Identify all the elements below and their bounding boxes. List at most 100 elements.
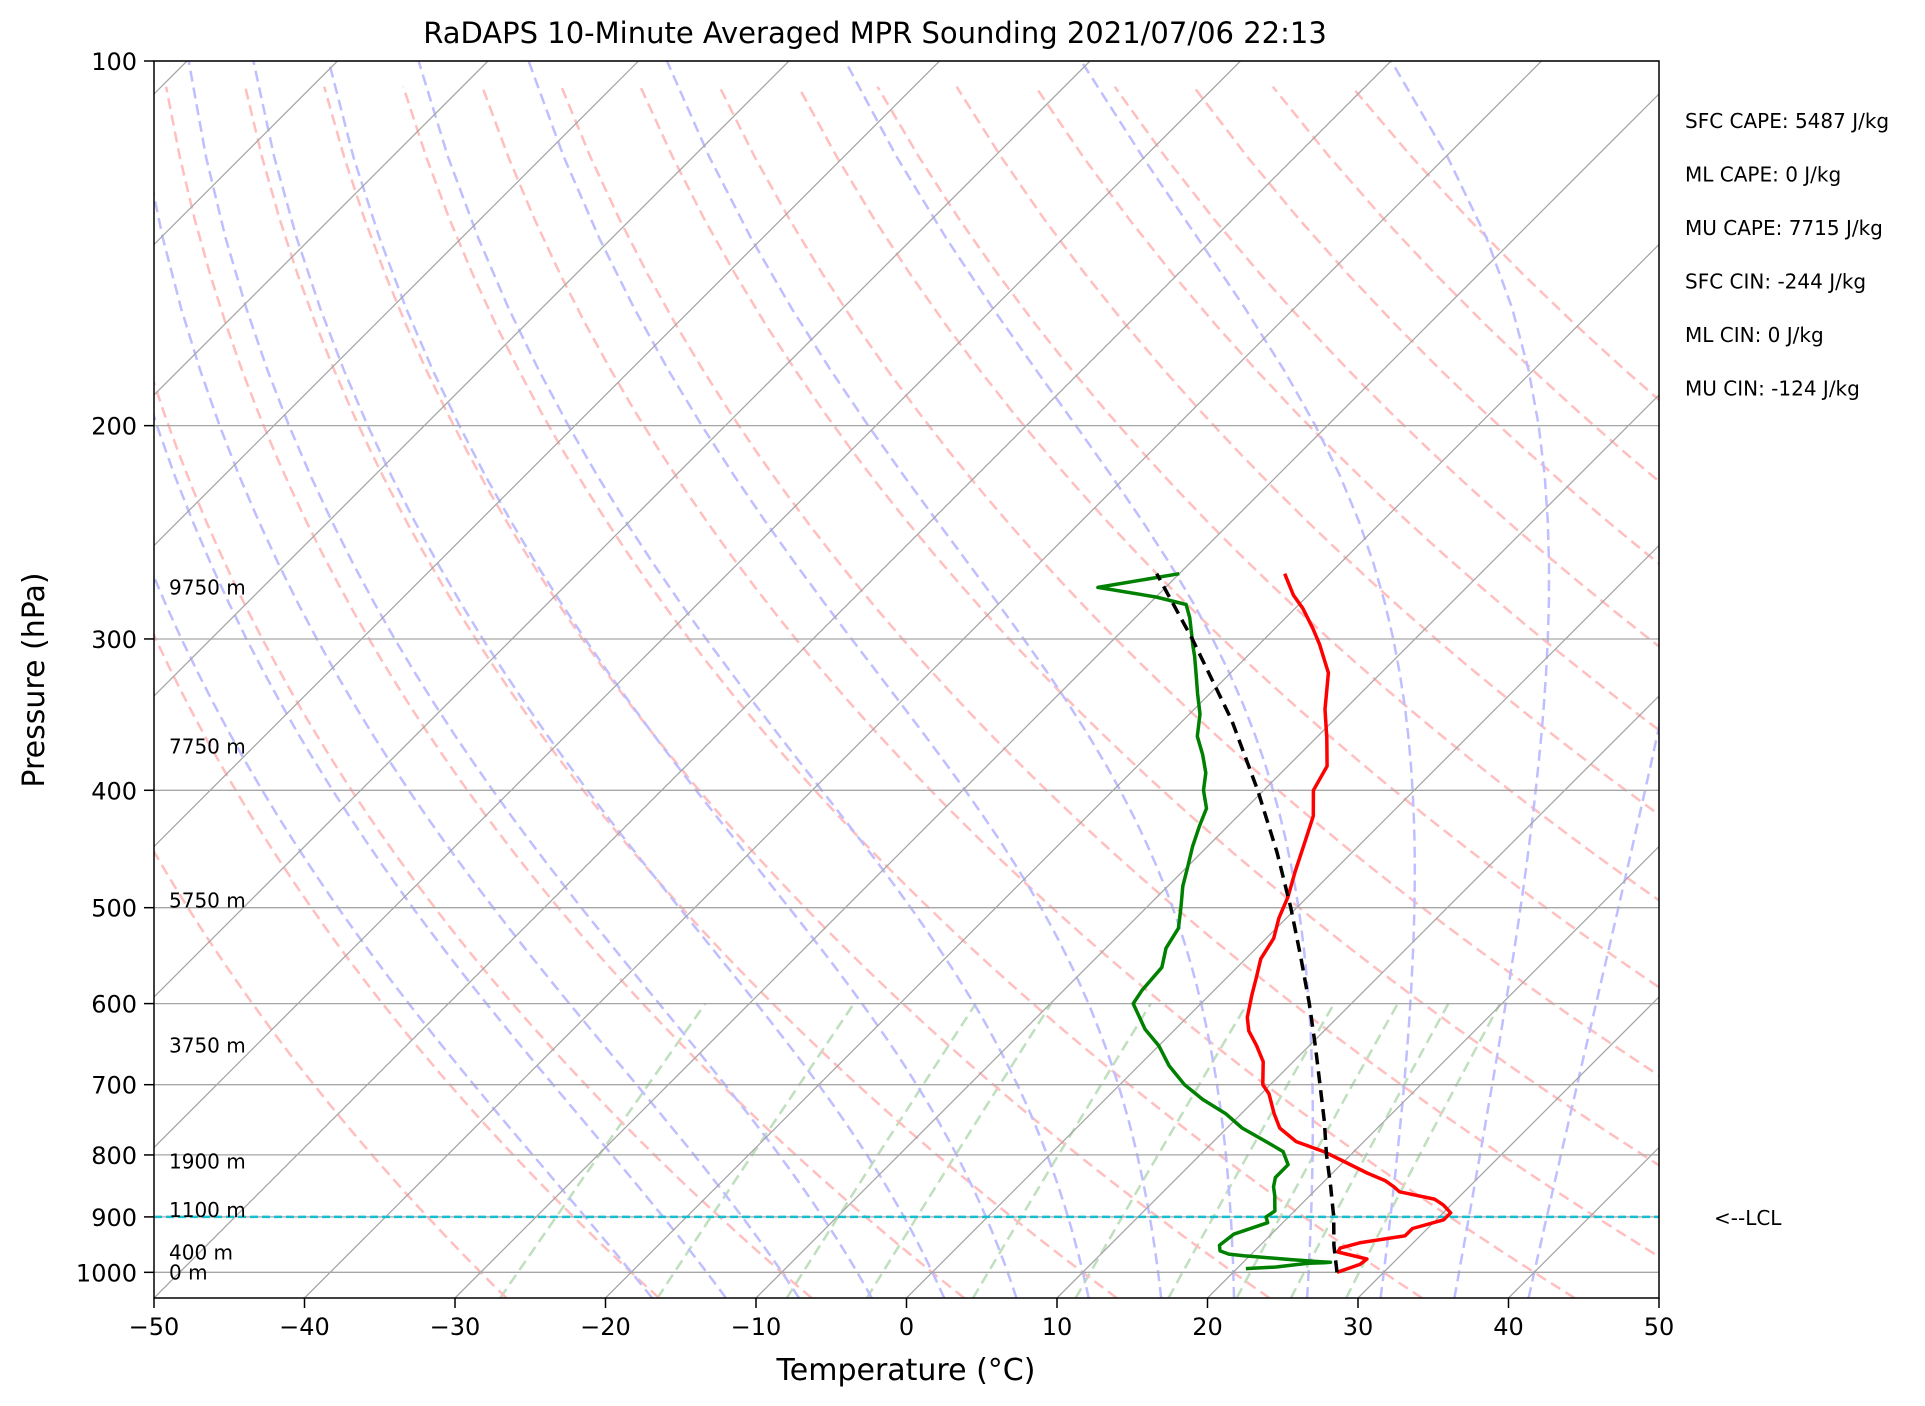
x-tick-label: 0 (899, 1313, 914, 1341)
stat-label: ML CIN: 0 J/kg (1685, 323, 1824, 347)
height-label: 400 m (169, 1241, 233, 1265)
isotherm-line (154, 61, 940, 848)
dry-adiabat-line (1113, 85, 1659, 648)
chart-title: RaDAPS 10-Minute Averaged MPR Sounding 2… (423, 16, 1327, 50)
mixing-ratio-line (1235, 1002, 1399, 1298)
pressure-gridlines (154, 60, 1659, 1273)
dry-adiabat-line (154, 849, 508, 1298)
background-lines (154, 61, 1659, 1298)
x-tick-label: −30 (430, 1313, 481, 1341)
height-label: 5750 m (169, 888, 246, 912)
mixing-ratio-line (1074, 1002, 1249, 1298)
x-tick-label: 40 (1493, 1313, 1524, 1341)
isotherm-line (1658, 1297, 1659, 1298)
dry-adiabat-line (402, 86, 1423, 1298)
dry-adiabat-line (1271, 85, 1659, 484)
dry-adiabat-line (154, 378, 813, 1298)
dewpoint-line (1096, 571, 1333, 1271)
height-labels: 9750 m 7750 m 5750 m 3750 m 1900 m 1100 m 400 … (169, 575, 246, 1284)
height-label: 1100 m (169, 1198, 246, 1222)
isotherm-line (304, 61, 1542, 1298)
y-tick-label: 100 (91, 48, 137, 76)
isotherm-line (605, 243, 1659, 1298)
mixing-ratio-line (1289, 1002, 1450, 1298)
y-tick-label: 400 (91, 777, 137, 805)
dry-adiabat-line (955, 86, 1659, 817)
y-tick-label: 700 (91, 1072, 137, 1100)
y-tick-label: 200 (91, 413, 137, 441)
height-label: 0 m (169, 1260, 208, 1284)
stat-label: MU CAPE: 7715 J/kg (1685, 216, 1883, 240)
moist-adiabat-line (527, 61, 1163, 1298)
x-tick-label: −50 (129, 1313, 180, 1341)
isotherm-line (154, 61, 639, 547)
moist-adiabat-line (1527, 720, 1659, 1298)
dry-adiabat-line (876, 86, 1659, 902)
x-tick-label: 50 (1644, 1313, 1675, 1341)
y-axis-label: Pressure (hPa) (17, 572, 52, 787)
height-label: 7750 m (169, 734, 246, 758)
mixing-ratio-line (1345, 1003, 1502, 1298)
lcl-label: <--LCL (1714, 1206, 1782, 1230)
mixing-ratio-line (865, 1002, 1053, 1298)
isotherm-line (154, 61, 489, 396)
moist-adiabat-line (187, 61, 873, 1298)
height-label: 1900 m (169, 1150, 246, 1174)
profile-lines (1096, 571, 1453, 1274)
x-tick-label: 30 (1343, 1313, 1374, 1341)
isotherm-line (154, 61, 1241, 1149)
x-axis-label: Temperature (°C) (776, 1353, 1036, 1388)
height-label: 3750 m (169, 1034, 246, 1058)
height-label: 9750 m (169, 575, 246, 599)
mixing-ratio-line (656, 1002, 855, 1298)
dry-adiabat-line (154, 632, 660, 1298)
y-tick-label: 500 (91, 895, 137, 923)
dry-adiabat-line (1034, 85, 1659, 732)
stat-label: SFC CIN: -244 J/kg (1685, 270, 1866, 294)
moist-adiabat-line (154, 189, 801, 1298)
dry-adiabat-line (639, 86, 1659, 1167)
y-tick-label: 1000 (76, 1259, 137, 1287)
dry-adiabat-line (1350, 85, 1659, 402)
mixing-ratio-line (1167, 1002, 1336, 1298)
stat-label: MU CIN: -124 J/kg (1685, 377, 1860, 401)
dry-adiabat-line (718, 86, 1659, 1078)
stat-label: SFC CAPE: 5487 J/kg (1685, 109, 1889, 133)
x-tick-label: −20 (580, 1313, 631, 1341)
y-tick-label: 900 (91, 1204, 137, 1232)
dry-adiabat-line (322, 86, 1271, 1298)
mixing-ratio-line (971, 1002, 1152, 1298)
lcl-marker: <--LCL (154, 1206, 1782, 1230)
y-tick-label: 800 (91, 1142, 137, 1170)
x-tick-label: 10 (1042, 1313, 1073, 1341)
isotherm-line (1056, 695, 1659, 1298)
dry-adiabat-line (797, 86, 1659, 989)
moist-adiabat-line (1080, 61, 1417, 1298)
dry-adiabat-line (164, 86, 965, 1298)
dry-adiabat-line (481, 86, 1576, 1298)
isotherm-line (1357, 996, 1659, 1298)
dry-adiabat-line (560, 86, 1659, 1259)
stat-label: ML CAPE: 0 J/kg (1685, 163, 1841, 187)
x-tick-label: 20 (1192, 1313, 1223, 1341)
isotherm-line (154, 61, 1091, 998)
moist-adiabat-line (252, 61, 946, 1298)
y-tick-label: 300 (91, 626, 137, 654)
isotherm-line (1207, 845, 1659, 1298)
isotherm-line (154, 61, 1392, 1298)
x-tick-label: −40 (279, 1313, 330, 1341)
x-tick-label: −10 (731, 1313, 782, 1341)
dry-adiabat-line (243, 86, 1118, 1298)
mixing-ratio-line (785, 1002, 977, 1298)
isotherm-line (906, 544, 1659, 1298)
moist-adiabat-line (327, 61, 1018, 1298)
y-tick-label: 600 (91, 991, 137, 1019)
isotherm-line (755, 394, 1659, 1298)
moist-adiabat-line (154, 573, 654, 1298)
y-axis-ticks: 100 200 300 400 500 600 700 800 900 1000 (76, 48, 154, 1287)
plot-frame (153, 60, 1660, 1299)
parcel-line (1155, 572, 1339, 1273)
moist-adiabat-line (1390, 61, 1551, 1298)
isotherm-line (154, 61, 790, 697)
